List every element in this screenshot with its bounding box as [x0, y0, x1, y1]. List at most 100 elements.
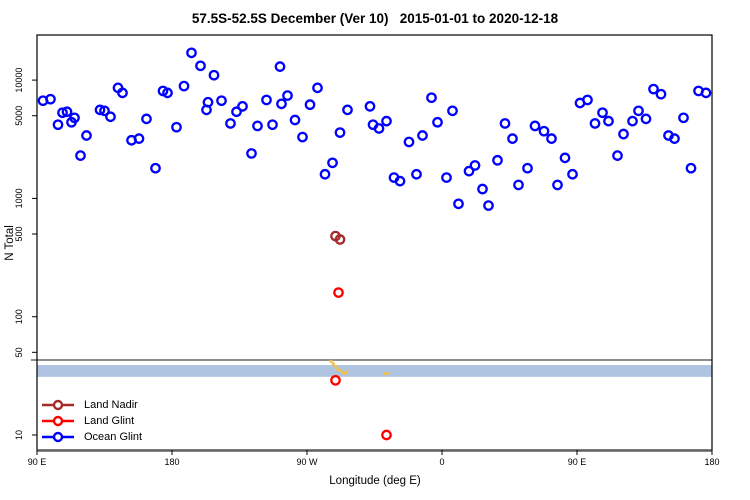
- ocean-glint-point: [648, 83, 659, 95]
- legend: Land Nadir Land Glint Ocean Glint: [41, 397, 142, 445]
- ocean-glint-point: [477, 183, 488, 195]
- land-glint-point: [381, 429, 392, 441]
- ocean-glint-point: [133, 133, 145, 144]
- chart-title: 57.5S-52.5S December (Ver 10) 2015-01-01…: [191, 11, 559, 26]
- ocean-glint-point: [640, 113, 652, 125]
- ocean-glint-point: [319, 168, 331, 180]
- yellow-cluster-point: [333, 364, 338, 369]
- ocean-glint-point: [69, 112, 80, 124]
- x-tick-label: 0: [439, 457, 444, 467]
- ocean-glint-point: [252, 120, 263, 132]
- ocean-glint-point: [627, 115, 638, 127]
- ocean-glint-point: [381, 115, 392, 127]
- ocean-glint-point: [597, 107, 608, 119]
- ocean-glint-point: [655, 88, 667, 100]
- yellow-cluster-point: [383, 372, 387, 376]
- ocean-glint-point: [178, 80, 190, 92]
- ocean-glint-point: [589, 118, 601, 129]
- y-tick-label: 10: [14, 430, 24, 440]
- ocean-glint-point: [150, 162, 161, 174]
- yellow-cluster-point: [340, 370, 344, 374]
- land-nadir-point: [334, 234, 346, 245]
- ocean-glint-point: [559, 152, 571, 164]
- ocean-glint-point: [195, 60, 206, 72]
- ocean-glint-point: [202, 96, 214, 108]
- ocean-glint-point: [499, 118, 511, 129]
- y-axis-title: N Total: [4, 225, 16, 261]
- x-tick-label: 90 W: [296, 457, 318, 467]
- plot-frame: [36, 34, 713, 451]
- ocean-glint-point: [492, 154, 503, 166]
- y-tick-label: 100: [14, 309, 24, 324]
- y-tick-label: 10000: [14, 68, 24, 93]
- ocean-glint-point: [312, 82, 323, 94]
- ocean-glint-point: [334, 127, 346, 138]
- ocean-glint-point: [162, 87, 173, 99]
- legend-item-land-glint: Land Glint: [41, 413, 142, 429]
- ocean-glint-point: [678, 112, 689, 124]
- ocean-glint-point: [289, 114, 301, 126]
- ocean-glint-point: [403, 136, 415, 148]
- ocean-glint-point: [342, 104, 353, 116]
- ocean-glint-point: [522, 162, 533, 174]
- land-nadir-marker-icon: [42, 399, 74, 411]
- ocean-glint-point: [417, 130, 428, 141]
- ocean-glint-point: [237, 100, 248, 112]
- legend-label: Land Glint: [84, 415, 135, 427]
- ocean-glint-point: [171, 121, 182, 133]
- ocean-glint-point: [246, 148, 257, 159]
- ocean-glint-point: [669, 133, 680, 144]
- ocean-glint-point: [297, 131, 308, 143]
- ocean-glint-point: [700, 87, 712, 99]
- x-tick-label: 90 E: [28, 457, 47, 467]
- ocean-glint-point: [552, 179, 563, 191]
- ocean-glint-point: [45, 93, 56, 105]
- ocean-glint-point: [225, 118, 236, 129]
- ocean-glint-point: [57, 107, 68, 119]
- ocean-glint-point: [208, 69, 220, 81]
- ocean-glint-point: [105, 111, 116, 123]
- legend-item-ocean-glint: Ocean Glint: [41, 429, 142, 445]
- ocean-glint-point: [447, 105, 458, 117]
- ocean-glint-point: [99, 105, 110, 117]
- y-tick-label: 1000: [14, 188, 24, 208]
- ocean-glint-point: [618, 128, 629, 140]
- ocean-glint-point: [141, 113, 152, 125]
- ocean-glint-point: [282, 90, 293, 101]
- legend-label: Ocean Glint: [84, 431, 143, 443]
- land-glint-point: [330, 374, 341, 386]
- ocean-glint-point: [75, 150, 86, 161]
- yellow-cluster-point: [338, 369, 342, 373]
- ocean-glint-point: [633, 105, 644, 117]
- ocean-glint-point: [513, 179, 524, 191]
- ocean-glint-point: [364, 100, 376, 112]
- ocean-glint-point: [507, 133, 518, 144]
- x-tick-label: 90 E: [568, 457, 587, 467]
- ocean-glint-point: [304, 99, 316, 111]
- ocean-glint-point: [469, 160, 481, 171]
- ocean-glint-point: [546, 133, 557, 144]
- ocean-glint-point: [94, 104, 106, 116]
- ocean-glint-point: [411, 168, 422, 180]
- ocean-glint-point: [261, 94, 272, 106]
- land-glint-point: [333, 287, 344, 298]
- ocean-glint-point: [685, 162, 697, 174]
- ocean-glint-point: [432, 116, 443, 128]
- y-tick-label: 5000: [14, 106, 24, 126]
- ocean-glint-point: [529, 120, 541, 132]
- ocean-glint-point: [612, 150, 623, 161]
- ocean-glint-point: [276, 98, 287, 110]
- x-tick-label: 180: [704, 457, 719, 467]
- ocean-glint-point: [274, 61, 286, 72]
- y-tick-label: 500: [14, 226, 24, 241]
- legend-item-land-nadir: Land Nadir: [41, 397, 142, 413]
- ocean-glint-marker-icon: [42, 431, 74, 443]
- x-tick-label: 180: [164, 457, 179, 467]
- ocean-glint-point: [441, 172, 452, 183]
- yellow-cluster-point: [342, 372, 347, 376]
- reference-band: [37, 365, 712, 377]
- yellow-cluster-point: [345, 370, 349, 374]
- ocean-glint-point: [117, 87, 128, 99]
